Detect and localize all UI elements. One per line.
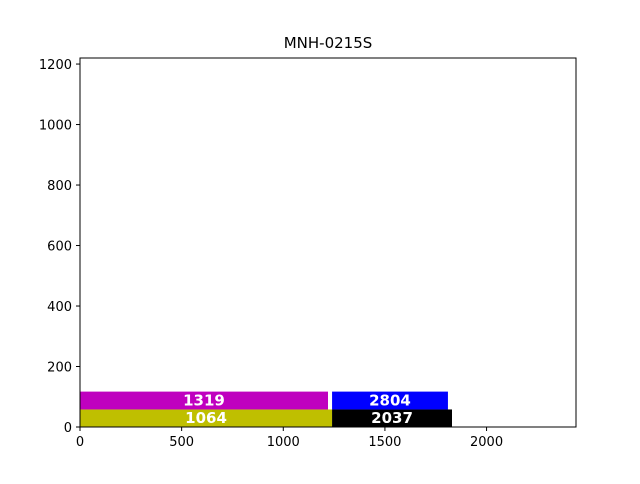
chart-title: MNH-0215S <box>284 34 373 52</box>
plot-frame <box>79 57 577 428</box>
y-axis: 0 200 400 600 800 1000 1200 <box>39 58 80 436</box>
bar-label-2037: 2037 <box>371 409 413 427</box>
y-tick-label: 0 <box>64 421 72 436</box>
y-tick-label: 1000 <box>39 119 72 134</box>
y-tick-label: 400 <box>47 300 72 315</box>
bars-layer <box>80 391 452 427</box>
x-tick-label: 1500 <box>368 435 401 450</box>
y-tick-label: 800 <box>47 179 72 194</box>
bar-1064 <box>80 409 333 427</box>
x-axis: 0 500 1000 1500 2000 <box>76 427 503 450</box>
y-tick-label: 1200 <box>39 58 72 73</box>
x-tick-label: 2000 <box>470 435 503 450</box>
bar-label-2804: 2804 <box>369 392 411 410</box>
y-tick-label: 200 <box>47 361 72 376</box>
bar-label-1064: 1064 <box>185 409 227 427</box>
y-tick-label: 600 <box>47 240 72 255</box>
bar-1319 <box>80 391 328 410</box>
bar-label-1319: 1319 <box>183 392 225 410</box>
bar-labels-layer: 1064 2037 1319 2804 <box>183 392 413 428</box>
x-tick-label: 0 <box>76 435 84 450</box>
x-tick-label: 500 <box>169 435 194 450</box>
bar-2804 <box>332 391 448 410</box>
x-tick-label: 1000 <box>267 435 300 450</box>
bar-2037 <box>332 409 452 427</box>
